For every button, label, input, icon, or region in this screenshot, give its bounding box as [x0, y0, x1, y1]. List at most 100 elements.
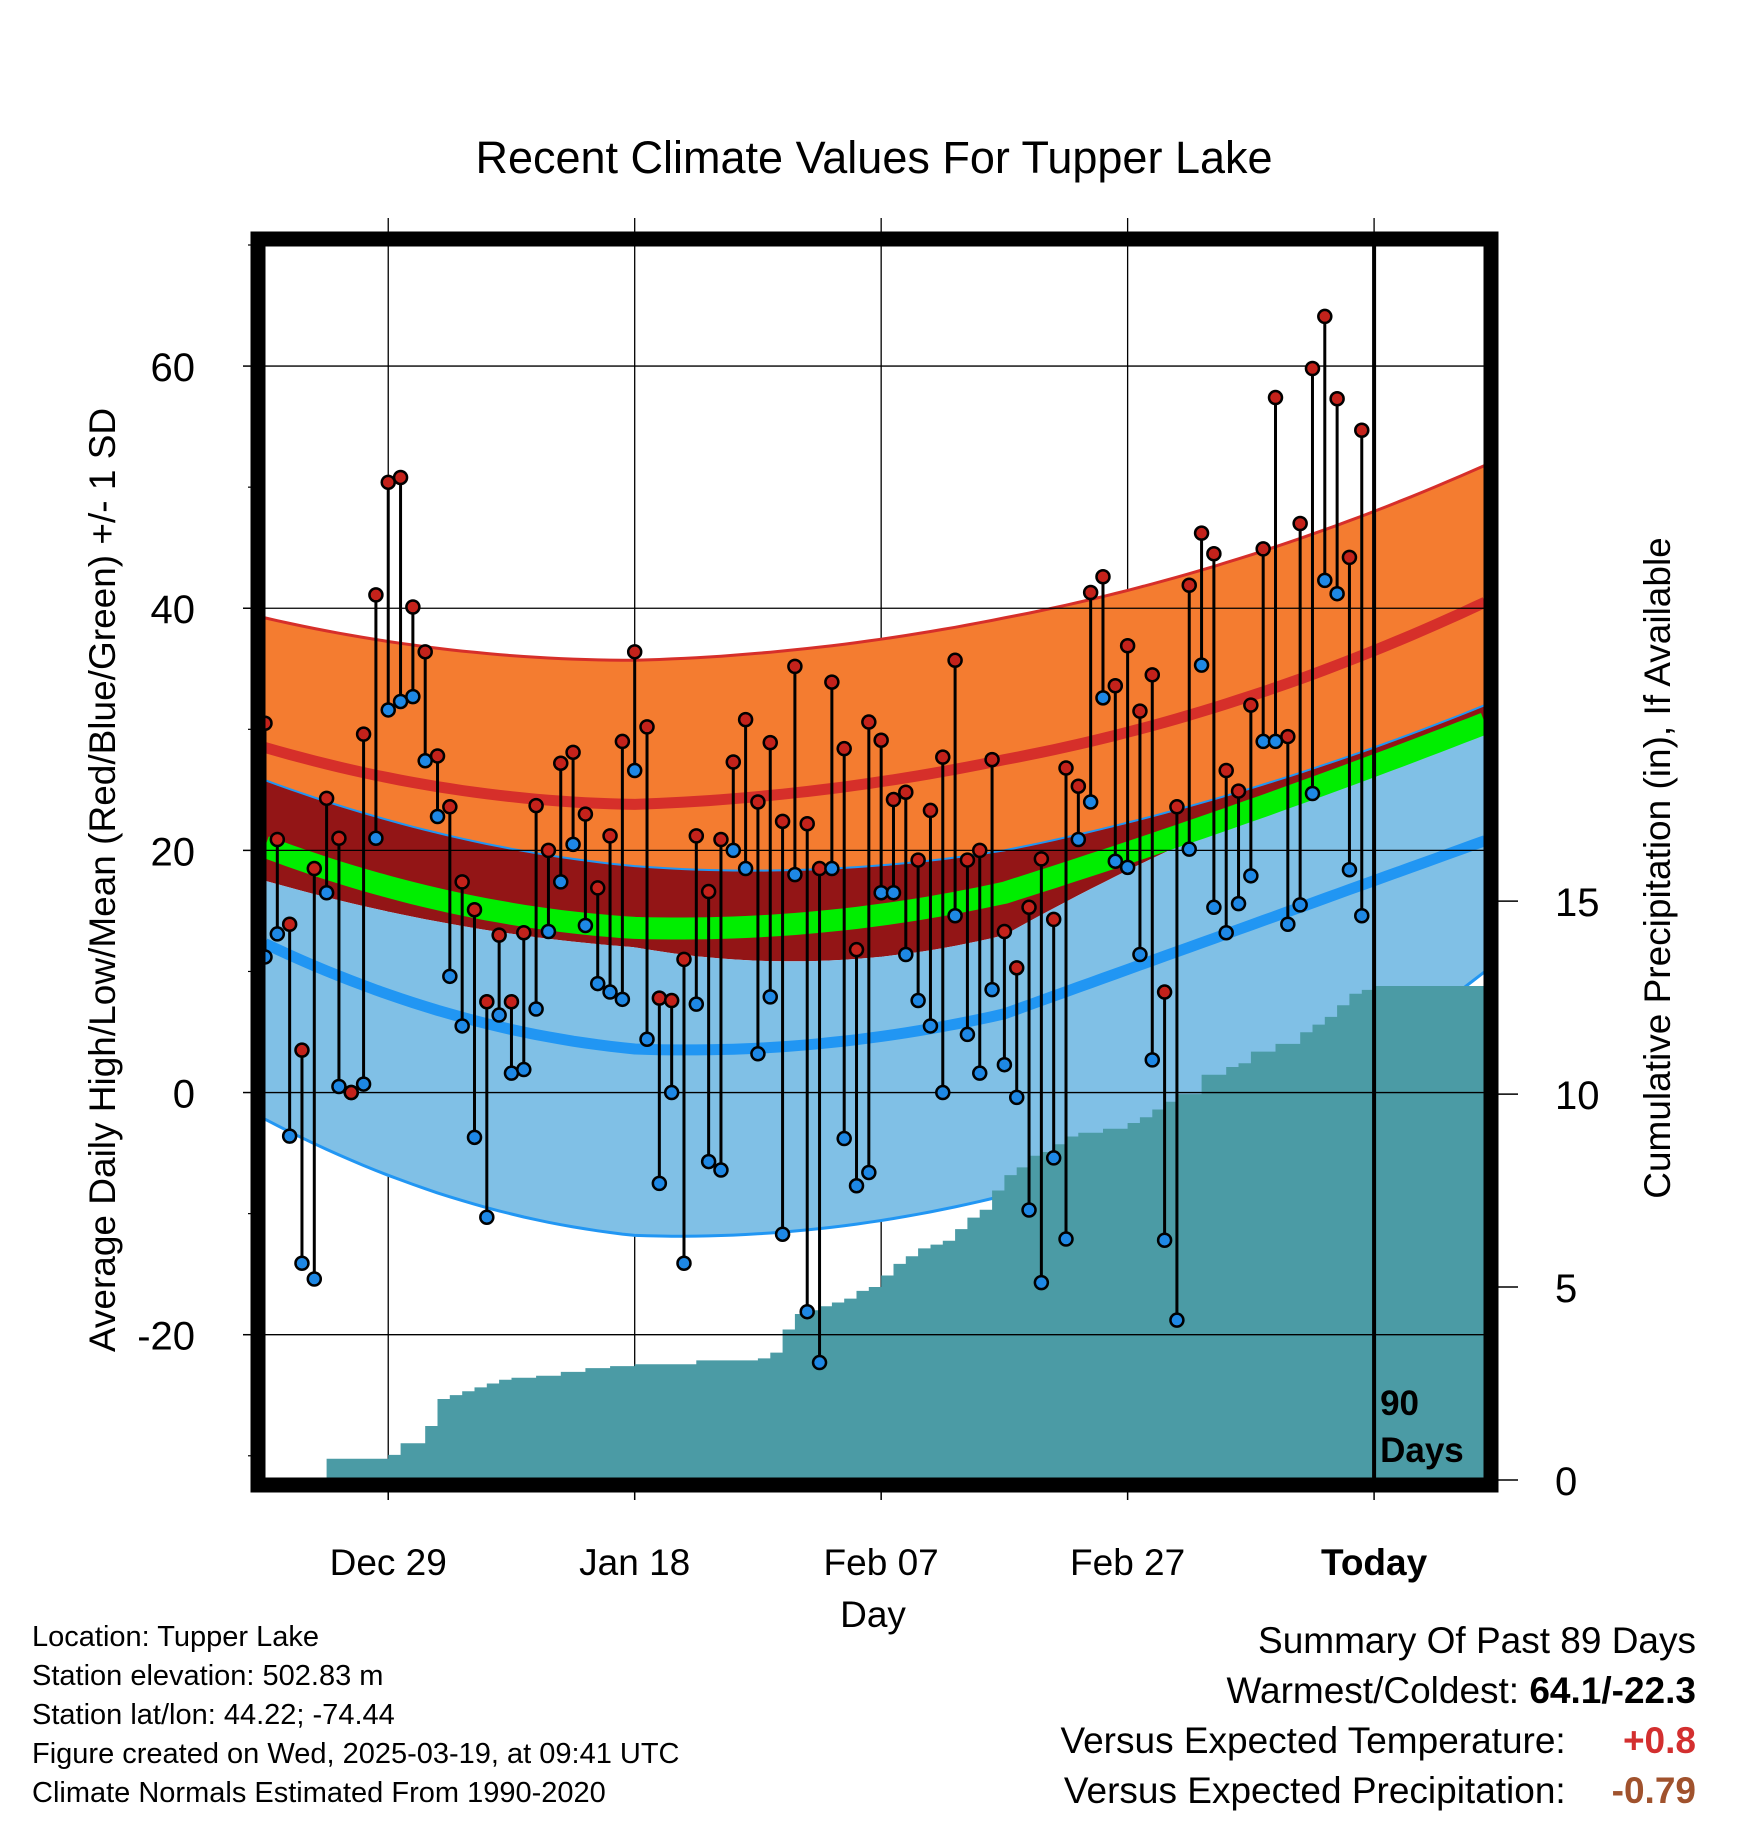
low-point	[750, 1046, 766, 1062]
low-point	[540, 923, 557, 940]
high-minus-sd-line	[264, 704, 1486, 872]
high-point	[910, 852, 926, 868]
summary-precip-value: -0.79	[1611, 1770, 1696, 1811]
low-point	[626, 762, 643, 779]
high-point	[848, 941, 865, 958]
low-point	[442, 968, 458, 985]
high-point	[429, 748, 446, 764]
low-point	[1132, 946, 1148, 963]
low-point	[614, 991, 631, 1008]
high-point	[1341, 549, 1358, 566]
summary-precip-label: Versus Expected Precipitation:	[1063, 1770, 1566, 1811]
high-point	[737, 711, 754, 728]
info-created: Figure created on Wed, 2025-03-19, at 09…	[32, 1738, 680, 1770]
high-point	[405, 599, 421, 615]
summary-warmest-label: Warmest/Coldest:	[1226, 1670, 1520, 1711]
high-point	[577, 806, 594, 822]
low-point	[898, 946, 914, 963]
low-point	[651, 1175, 668, 1192]
low-point	[1058, 1231, 1074, 1247]
high-point	[1206, 546, 1222, 562]
low-point	[861, 1164, 877, 1181]
high-point	[294, 1042, 310, 1058]
low-point	[429, 808, 446, 825]
low-point	[737, 860, 754, 877]
low-point	[417, 753, 433, 769]
high-point	[959, 852, 976, 868]
high-point	[602, 828, 618, 844]
high-point	[331, 830, 347, 847]
high-point	[540, 842, 557, 859]
high-point	[700, 883, 717, 900]
high-point	[1218, 762, 1234, 779]
low-point	[873, 885, 889, 901]
x-tick-label: Feb 27	[1070, 1542, 1185, 1583]
high-point	[861, 714, 877, 730]
high-point	[873, 732, 889, 748]
low-point	[466, 1129, 483, 1146]
high-point	[811, 860, 828, 877]
summary-warmest-value: 64.1/-22.3	[1529, 1670, 1696, 1711]
low-point	[553, 874, 569, 890]
high-point	[787, 658, 803, 675]
high-point	[799, 816, 815, 832]
low-point	[318, 885, 335, 901]
high-point	[318, 790, 335, 807]
chart-title: Recent Climate Values For Tupper Lake	[475, 132, 1273, 183]
low-point	[392, 693, 409, 710]
high-point	[922, 802, 939, 819]
high-point	[1021, 899, 1037, 916]
high-point	[553, 755, 569, 771]
y-tick-label: 0	[173, 1073, 195, 1117]
low-point	[589, 975, 606, 992]
low-point	[577, 917, 594, 934]
low-point	[1008, 1089, 1025, 1106]
low-point	[922, 1018, 939, 1034]
low-point	[725, 842, 742, 859]
high-point	[1255, 541, 1271, 557]
low-point	[1206, 899, 1222, 916]
high-point	[836, 740, 852, 757]
high-point	[1033, 851, 1050, 867]
high-point	[417, 644, 433, 660]
high-point	[688, 828, 705, 844]
summary-temp-row: Versus Expected Temperature: +0.8	[1060, 1716, 1696, 1766]
low-point	[1230, 895, 1247, 912]
high-point	[306, 860, 323, 877]
low-point	[996, 1056, 1013, 1073]
low-mean-line	[262, 835, 1487, 1056]
today-marker-label: 90	[1380, 1384, 1419, 1423]
low-point	[1045, 1150, 1062, 1166]
high-point	[824, 674, 840, 690]
low-point	[910, 992, 926, 1009]
low-point	[811, 1354, 828, 1371]
high-point	[774, 813, 791, 830]
high-point	[454, 874, 470, 890]
low-point	[787, 866, 803, 883]
low-point	[885, 885, 902, 901]
low-point	[1329, 585, 1345, 602]
high-point	[639, 719, 655, 735]
low-point	[405, 688, 421, 705]
low-point	[602, 984, 618, 1000]
high-point	[1230, 783, 1247, 799]
low-point	[528, 1001, 544, 1017]
low-point	[799, 1303, 815, 1320]
high-point	[1119, 638, 1136, 654]
high-point	[898, 784, 914, 801]
info-normals: Climate Normals Estimated From 1990-2020	[32, 1777, 606, 1809]
high-point	[676, 951, 692, 968]
info-latlon: Station lat/lon: 44.22; -74.44	[32, 1699, 395, 1731]
high-sd-band	[265, 465, 1485, 871]
low-point	[1082, 794, 1099, 810]
low-point	[1317, 572, 1333, 589]
summary-precip-row: Versus Expected Precipitation: -0.79	[1060, 1766, 1696, 1816]
plot-frame	[250, 231, 1499, 1493]
high-point	[479, 993, 495, 1010]
low-point	[355, 1076, 372, 1092]
high-point	[392, 469, 409, 486]
low-point	[294, 1255, 310, 1272]
high-point	[1045, 911, 1062, 928]
low-point	[935, 1084, 951, 1101]
x-tick-label: Feb 07	[824, 1542, 939, 1583]
